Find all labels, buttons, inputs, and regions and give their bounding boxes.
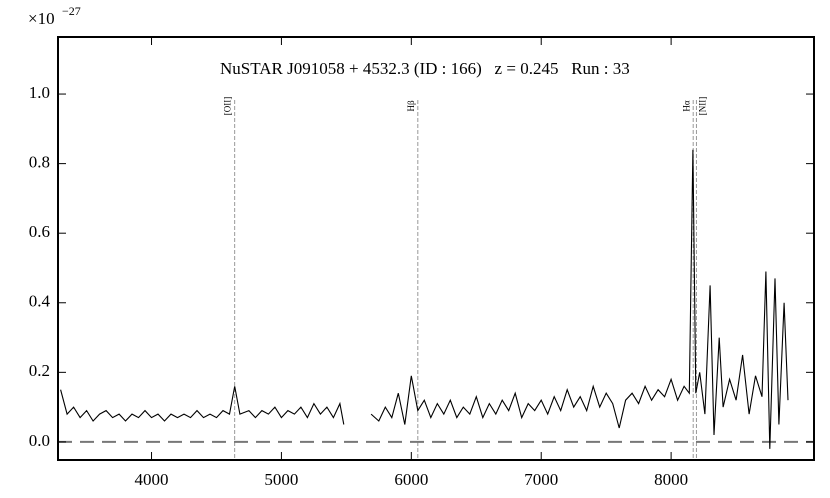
chart-title: NuSTAR J091058 + 4532.3 (ID : 166) z = 0…	[220, 59, 630, 78]
plot-frame	[57, 36, 815, 461]
emission-label: [OII]	[223, 97, 233, 116]
spectrum-line	[60, 149, 789, 449]
y-tick-label: 0.8	[29, 153, 50, 172]
y-tick-label: 1.0	[29, 83, 50, 102]
scale-exponent: −27	[62, 4, 81, 18]
x-tick-label: 4000	[135, 470, 169, 489]
emission-label: Hβ	[406, 100, 416, 111]
x-tick-label: 7000	[524, 470, 558, 489]
x-tick-label: 6000	[394, 470, 428, 489]
y-tick-label: 0.4	[29, 292, 51, 311]
emission-label: [NII]	[698, 97, 708, 116]
y-tick-label: 0.2	[29, 361, 50, 380]
emission-label: Hα	[681, 100, 691, 111]
x-tick-label: 5000	[264, 470, 298, 489]
scale-base: ×10	[28, 9, 55, 28]
y-tick-label: 0.6	[29, 222, 50, 241]
x-tick-label: 8000	[654, 470, 688, 489]
y-tick-label: 0.0	[29, 431, 50, 450]
